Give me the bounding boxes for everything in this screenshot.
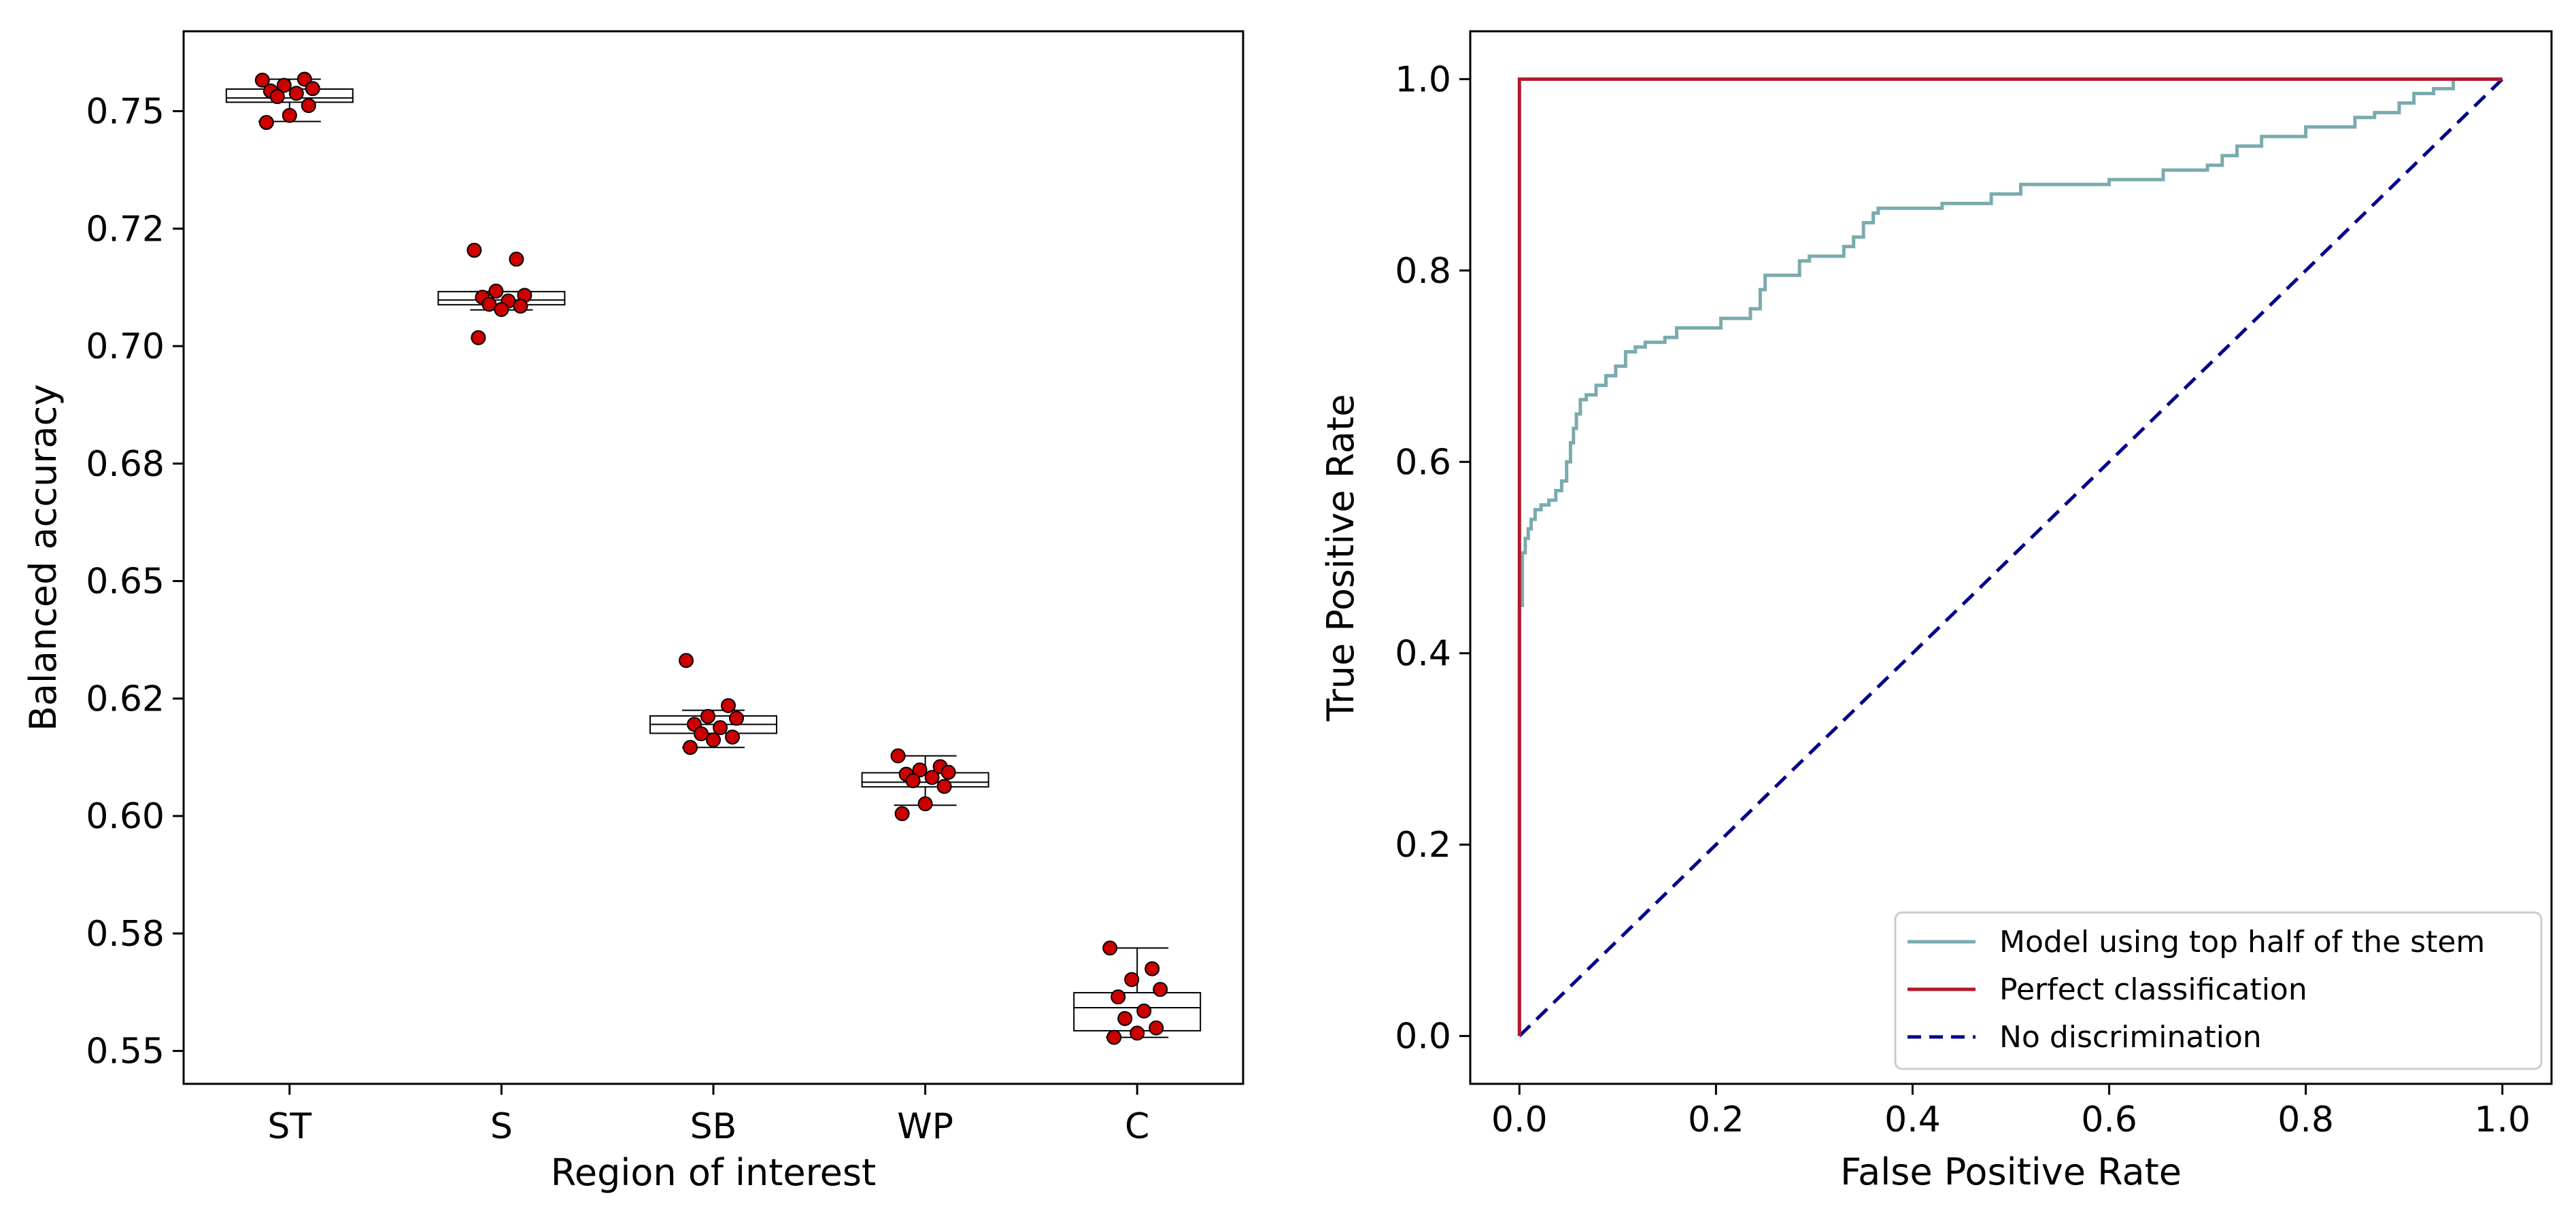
y-tick-label: 0.70 bbox=[86, 326, 165, 367]
data-point bbox=[254, 72, 270, 88]
boxplot-y-axis-label: Balanced accuracy bbox=[22, 384, 65, 731]
boxplot-boxes bbox=[225, 78, 1202, 1038]
data-point bbox=[1102, 940, 1118, 956]
data-point bbox=[276, 78, 292, 93]
legend-label-no-discrimination: No discrimination bbox=[1999, 1020, 2262, 1055]
roc-y-ticks: 0.0 0.2 0.4 0.6 0.8 1.0 bbox=[1395, 59, 1470, 1057]
y-tick-label: 0.72 bbox=[86, 209, 165, 250]
boxplot-x-axis-label: Region of interest bbox=[551, 1151, 876, 1194]
roc-axes-frame bbox=[1469, 30, 2553, 1085]
boxplot-y-ticks: 0.55 0.58 0.60 0.62 0.65 0.68 0.70 0.72 0.75 bbox=[86, 91, 184, 1072]
y-tick-label: 0.2 bbox=[1395, 825, 1451, 866]
legend-label-perfect: Perfect classification bbox=[1999, 972, 2307, 1007]
data-point bbox=[894, 806, 910, 821]
data-point bbox=[912, 762, 928, 778]
x-tick-label: 0.6 bbox=[2081, 1099, 2137, 1140]
data-point bbox=[700, 709, 715, 724]
data-point bbox=[305, 81, 320, 97]
data-point bbox=[1106, 1029, 1122, 1045]
x-tick-label: 0.4 bbox=[1884, 1099, 1941, 1140]
roc-legend: Model using top half of the stem Perfect… bbox=[1894, 911, 2543, 1070]
data-point bbox=[1153, 982, 1168, 997]
boxplot-x-ticks: ST S SB WP C bbox=[267, 1084, 1149, 1147]
data-point bbox=[488, 284, 504, 299]
x-tick-label: 0.0 bbox=[1491, 1099, 1548, 1140]
y-tick-label: 0.62 bbox=[86, 679, 165, 719]
roc-x-axis-label: False Positive Rate bbox=[1840, 1150, 2182, 1193]
y-tick-label: 0.4 bbox=[1395, 634, 1451, 675]
data-point bbox=[509, 252, 524, 267]
x-tick-label: S bbox=[490, 1106, 513, 1147]
data-point bbox=[1111, 989, 1126, 1005]
data-point bbox=[282, 107, 297, 123]
data-point bbox=[917, 796, 933, 812]
roc-curve-perfect bbox=[1517, 77, 2503, 1036]
data-point bbox=[683, 740, 698, 755]
data-point bbox=[1117, 1010, 1133, 1026]
data-point bbox=[1145, 961, 1160, 976]
data-point bbox=[467, 243, 482, 258]
boxplot-panel: 0.550.580.600.620.650.680.700.720.75 ST S… bbox=[22, 30, 1244, 1194]
data-point bbox=[1130, 1025, 1145, 1041]
x-tick-label: 0.2 bbox=[1688, 1099, 1744, 1140]
data-point bbox=[1149, 1020, 1164, 1036]
data-point bbox=[513, 299, 528, 314]
data-point bbox=[494, 302, 509, 318]
x-tick-label: ST bbox=[267, 1106, 311, 1147]
y-tick-label: 0.0 bbox=[1395, 1017, 1451, 1057]
roc-curve-model bbox=[1517, 77, 2503, 1036]
y-tick-label: 0.58 bbox=[86, 914, 165, 955]
data-point bbox=[296, 71, 312, 87]
data-point bbox=[729, 711, 744, 726]
x-tick-label: 0.8 bbox=[2277, 1099, 2334, 1140]
x-tick-label: 1.0 bbox=[2474, 1099, 2530, 1140]
y-tick-label: 1.0 bbox=[1395, 59, 1451, 100]
data-point bbox=[725, 729, 740, 745]
legend-label-model: Model using top half of the stem bbox=[1999, 925, 2485, 959]
data-point bbox=[288, 86, 304, 101]
box-C bbox=[1073, 947, 1202, 1038]
data-point bbox=[890, 748, 906, 764]
data-point bbox=[721, 698, 736, 713]
roc-lines bbox=[1517, 77, 2504, 1038]
data-point bbox=[471, 330, 486, 345]
x-tick-label: WP bbox=[897, 1106, 953, 1147]
x-tick-label: C bbox=[1125, 1106, 1149, 1147]
boxplot-points bbox=[254, 71, 1168, 1045]
data-point bbox=[269, 89, 285, 105]
data-point bbox=[301, 98, 316, 114]
y-tick-label: 0.60 bbox=[86, 796, 165, 837]
boxplot-axes-frame bbox=[182, 30, 1244, 1085]
data-point bbox=[258, 115, 274, 131]
y-tick-label: 0.6 bbox=[1395, 442, 1451, 483]
roc-curve-no-discrimination bbox=[1518, 78, 2504, 1038]
y-tick-label: 0.8 bbox=[1395, 251, 1451, 292]
data-point bbox=[1124, 972, 1140, 987]
data-point bbox=[936, 779, 952, 794]
roc-y-axis-label: True Positive Rate bbox=[1319, 394, 1362, 721]
y-tick-label: 0.55 bbox=[86, 1031, 165, 1072]
data-point bbox=[905, 773, 921, 789]
data-point bbox=[940, 764, 956, 780]
y-tick-label: 0.65 bbox=[86, 562, 165, 602]
data-point bbox=[924, 770, 940, 785]
roc-x-ticks: 0.0 0.2 0.4 0.6 0.8 1.0 bbox=[1491, 1084, 2530, 1140]
y-tick-label: 0.75 bbox=[86, 91, 165, 132]
y-tick-label: 0.68 bbox=[86, 444, 165, 485]
data-point bbox=[679, 653, 694, 668]
data-point bbox=[481, 296, 497, 312]
data-point bbox=[713, 720, 728, 736]
legend-box bbox=[1894, 911, 2543, 1070]
data-point bbox=[706, 732, 721, 748]
roc-panel: 0.0 0.2 0.4 0.6 0.8 1.0 0.0 0.2 0.4 0.6 0.8 1.0 Fa… bbox=[1319, 30, 2553, 1193]
data-point bbox=[1136, 1003, 1152, 1019]
x-tick-label: SB bbox=[690, 1106, 737, 1147]
data-point bbox=[694, 726, 709, 742]
